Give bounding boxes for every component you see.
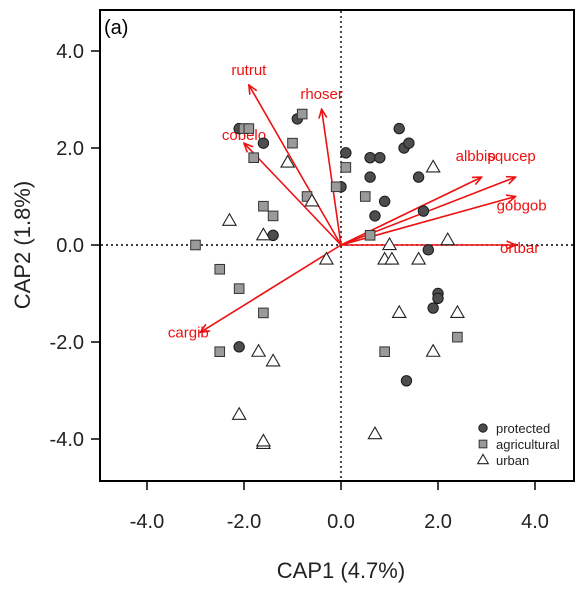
y-tick-label: 4.0 — [56, 41, 84, 63]
point-agricultural — [233, 283, 245, 294]
site-points — [190, 108, 466, 449]
panel-label: (a) — [104, 17, 128, 39]
point-agricultural — [296, 108, 308, 120]
y-tick-label: -4.0 — [50, 429, 84, 451]
legend-label-urban: urban — [496, 453, 529, 468]
point-urban — [318, 251, 335, 265]
point-agricultural — [364, 230, 376, 241]
point-agricultural — [340, 162, 352, 173]
point-agricultural — [452, 331, 463, 343]
arrow-label-rutrut: rutrut — [231, 62, 267, 79]
point-protected — [422, 244, 434, 256]
point-urban — [391, 304, 407, 319]
legend-label-agricultural: agricultural — [496, 437, 560, 452]
point-urban — [410, 251, 427, 265]
point-agricultural — [248, 152, 259, 163]
arrow-albbip — [340, 177, 482, 246]
arrow-label-albbip: albbip — [456, 148, 496, 165]
arrow-label-squcep: squcep — [487, 148, 535, 165]
x-tick-label: -4.0 — [130, 511, 164, 533]
legend-marker-protected — [478, 423, 488, 433]
point-urban — [425, 343, 441, 357]
point-agricultural — [330, 181, 342, 193]
arrow-label-gobgob: gobgob — [497, 198, 547, 215]
point-urban — [381, 236, 398, 251]
point-urban — [280, 154, 296, 168]
x-tick-label: -2.0 — [227, 511, 261, 533]
x-tick-label: 2.0 — [424, 511, 452, 533]
point-protected — [403, 137, 415, 149]
point-protected — [432, 292, 444, 305]
point-urban — [440, 232, 456, 246]
point-urban — [384, 251, 400, 265]
point-urban — [425, 159, 441, 173]
legend-marker-urban — [476, 453, 490, 465]
point-protected — [427, 302, 439, 314]
point-protected — [417, 205, 430, 217]
y-axis-label: CAP2 (1.8%) — [10, 181, 35, 309]
point-agricultural — [379, 346, 390, 357]
point-agricultural — [267, 210, 279, 222]
point-agricultural — [190, 239, 201, 251]
axis-ticks: -4.0 -2.0 0.0 2.0 4.0 -4.0 -2.0 0.0 2.0 4.0 — [50, 41, 549, 533]
point-protected — [233, 341, 245, 353]
point-urban — [449, 304, 466, 319]
legend-label-protected: protected — [496, 421, 550, 436]
point-urban — [231, 406, 247, 420]
arrow-label-cargib: cargib — [168, 324, 209, 341]
point-agricultural — [243, 123, 255, 134]
point-agricultural — [214, 263, 226, 275]
point-protected — [412, 171, 425, 183]
point-urban — [255, 433, 272, 447]
arrow-label-cobelo: cobelo — [222, 127, 266, 144]
arrow-rhoser — [322, 109, 342, 246]
legend-marker-agricultural — [478, 439, 488, 449]
arrow-label-rhoser: rhoser — [300, 86, 343, 103]
point-agricultural — [287, 137, 298, 149]
zero-reference-lines — [101, 11, 573, 480]
point-protected — [369, 210, 381, 222]
point-protected — [378, 195, 391, 208]
arrow-cargib — [200, 244, 342, 332]
x-axis-label: CAP1 (4.7%) — [277, 558, 405, 583]
point-urban — [265, 353, 281, 367]
point-protected — [393, 122, 405, 135]
point-agricultural — [258, 307, 269, 319]
point-urban — [367, 426, 383, 440]
point-agricultural — [258, 200, 269, 212]
point-urban — [250, 343, 267, 357]
y-tick-label: -2.0 — [50, 332, 84, 354]
point-protected — [400, 375, 413, 387]
x-tick-label: 4.0 — [521, 511, 549, 533]
point-urban — [221, 212, 238, 226]
point-protected — [364, 152, 376, 164]
point-protected — [257, 137, 270, 149]
arrow-rutrut — [249, 85, 342, 246]
x-tick-label: 0.0 — [327, 511, 355, 533]
point-urban — [255, 227, 272, 241]
y-tick-label: 2.0 — [56, 138, 84, 160]
point-protected — [374, 152, 386, 164]
point-agricultural — [359, 191, 371, 202]
y-tick-label: 0.0 — [56, 235, 84, 257]
point-agricultural — [214, 346, 226, 357]
arrow-label-ortbar: ortbar — [500, 240, 539, 257]
point-protected — [340, 147, 352, 159]
point-protected — [364, 171, 376, 183]
arrow-cobelo — [244, 143, 342, 246]
point-urban — [304, 193, 320, 207]
